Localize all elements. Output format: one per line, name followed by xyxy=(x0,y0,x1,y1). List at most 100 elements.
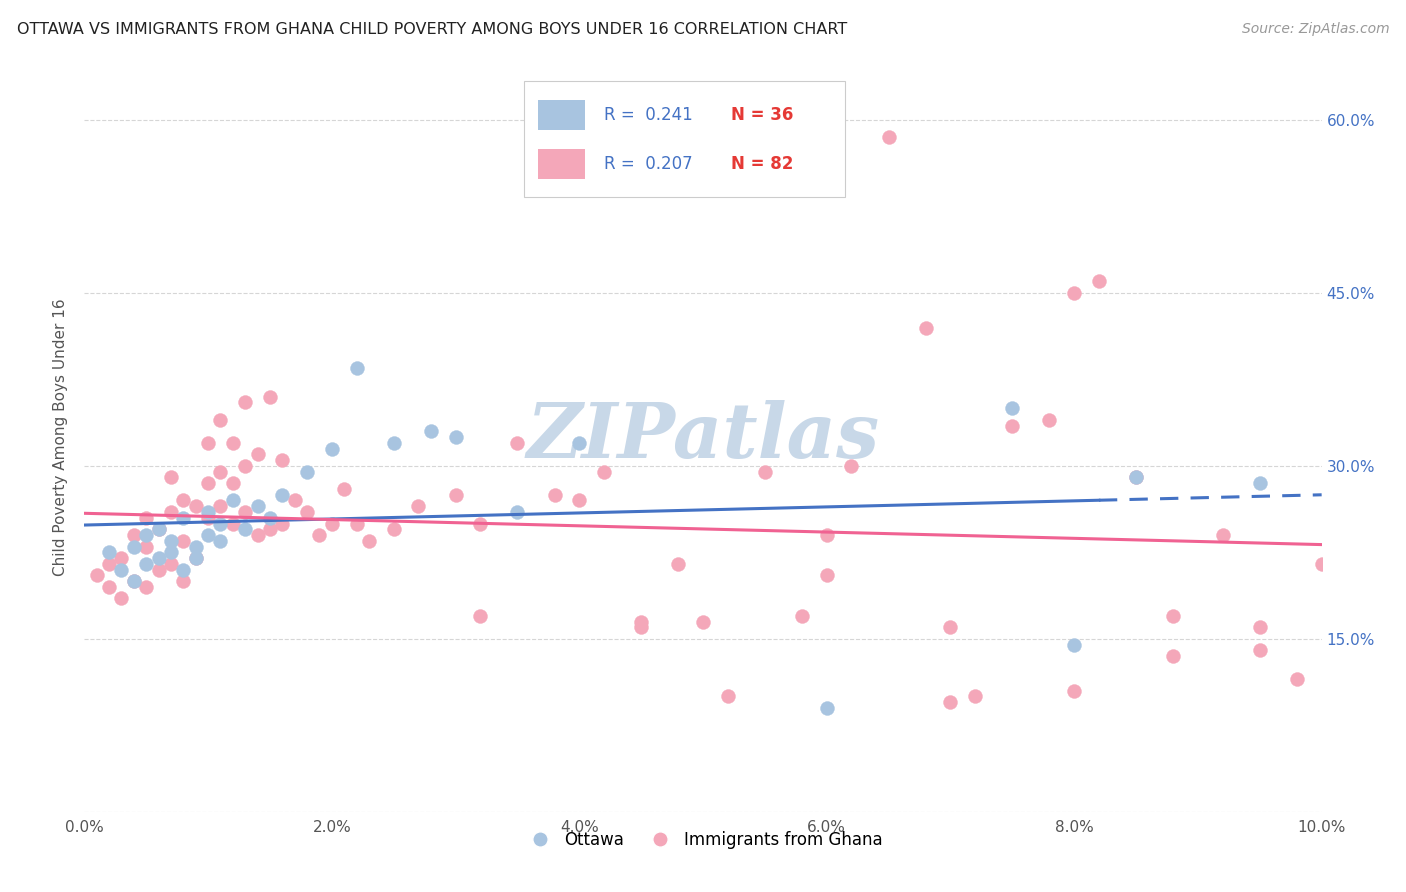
Point xyxy=(593,465,616,479)
Point xyxy=(98,580,121,594)
Point xyxy=(135,540,157,554)
Point xyxy=(939,620,962,634)
Point xyxy=(135,580,157,594)
Point xyxy=(259,522,281,536)
Point xyxy=(717,690,740,704)
Point xyxy=(197,510,219,524)
Text: R =  0.241: R = 0.241 xyxy=(605,106,693,124)
Point xyxy=(110,591,132,606)
Point xyxy=(122,574,145,589)
Point xyxy=(135,557,157,571)
Point xyxy=(184,500,207,514)
Point xyxy=(160,545,183,559)
Point xyxy=(408,500,430,514)
Point xyxy=(246,528,269,542)
Point xyxy=(271,488,294,502)
Point xyxy=(222,476,245,491)
Point xyxy=(357,533,380,548)
Point xyxy=(209,465,232,479)
Point xyxy=(197,476,219,491)
Point xyxy=(346,360,368,375)
Point xyxy=(209,533,232,548)
Point xyxy=(197,528,219,542)
Point xyxy=(110,563,132,577)
Point xyxy=(382,435,405,450)
Point xyxy=(666,557,689,571)
Point xyxy=(877,130,900,145)
Point xyxy=(197,505,219,519)
Text: R =  0.207: R = 0.207 xyxy=(605,154,693,172)
Point xyxy=(382,522,405,536)
Point xyxy=(209,500,232,514)
FancyBboxPatch shape xyxy=(538,100,585,130)
Point xyxy=(246,500,269,514)
Point xyxy=(1001,401,1024,416)
Point xyxy=(98,557,121,571)
Point xyxy=(346,516,368,531)
Point xyxy=(1249,620,1271,634)
Point xyxy=(197,435,219,450)
Point xyxy=(470,608,492,623)
Point xyxy=(184,540,207,554)
Y-axis label: Child Poverty Among Boys Under 16: Child Poverty Among Boys Under 16 xyxy=(53,298,69,576)
Point xyxy=(321,516,343,531)
Point xyxy=(1001,418,1024,433)
Point xyxy=(98,545,121,559)
Text: ZIPatlas: ZIPatlas xyxy=(526,401,880,474)
Point xyxy=(1063,638,1085,652)
Point xyxy=(160,557,183,571)
Point xyxy=(233,395,256,409)
Point xyxy=(184,551,207,566)
Point xyxy=(1249,476,1271,491)
Point xyxy=(1125,470,1147,484)
Point xyxy=(222,516,245,531)
Point xyxy=(630,615,652,629)
Point xyxy=(148,522,170,536)
Point xyxy=(692,615,714,629)
Point xyxy=(148,563,170,577)
Point xyxy=(506,435,529,450)
Text: N = 36: N = 36 xyxy=(731,106,794,124)
Point xyxy=(86,568,108,582)
Text: N = 82: N = 82 xyxy=(731,154,794,172)
Point xyxy=(1088,275,1111,289)
Point xyxy=(172,493,194,508)
Point xyxy=(543,488,565,502)
FancyBboxPatch shape xyxy=(523,81,845,197)
Point xyxy=(568,493,591,508)
Point xyxy=(1161,649,1184,664)
Point xyxy=(122,528,145,542)
Point xyxy=(939,695,962,709)
Point xyxy=(965,690,987,704)
Point xyxy=(148,551,170,566)
Point xyxy=(568,435,591,450)
Point xyxy=(259,390,281,404)
Point xyxy=(172,533,194,548)
Point xyxy=(444,488,467,502)
Point xyxy=(295,465,318,479)
Point xyxy=(333,482,356,496)
Point xyxy=(914,320,936,334)
Point xyxy=(419,425,441,439)
Point xyxy=(160,470,183,484)
Point xyxy=(308,528,330,542)
Point xyxy=(233,458,256,473)
Text: Source: ZipAtlas.com: Source: ZipAtlas.com xyxy=(1241,22,1389,37)
Point xyxy=(209,413,232,427)
Point xyxy=(506,505,529,519)
Point xyxy=(259,510,281,524)
Point xyxy=(172,563,194,577)
Point xyxy=(172,510,194,524)
Point xyxy=(222,493,245,508)
Point xyxy=(233,522,256,536)
FancyBboxPatch shape xyxy=(538,149,585,178)
Point xyxy=(122,574,145,589)
Point xyxy=(184,551,207,566)
Point xyxy=(148,522,170,536)
Point xyxy=(1285,672,1308,686)
Point xyxy=(1249,643,1271,657)
Point xyxy=(630,620,652,634)
Point xyxy=(160,533,183,548)
Point xyxy=(1038,413,1060,427)
Point xyxy=(790,608,813,623)
